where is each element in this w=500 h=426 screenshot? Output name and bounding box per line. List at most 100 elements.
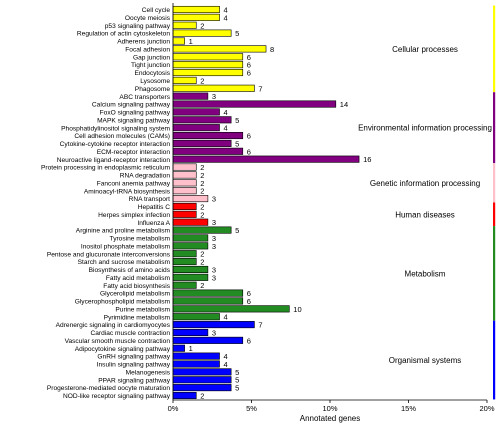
category-label-regulation-of-actin-cytoskeleton: Regulation of actin cytoskeleton [77, 31, 170, 38]
category-label-glycerophospholipid-metabolism: Glycerophospholipid metabolism [75, 299, 171, 306]
value-label-melanogenesis: 5 [235, 368, 239, 377]
group-strip-human-diseases [493, 202, 496, 227]
bar-arginine-and-proline-metabolism [172, 226, 232, 234]
bar-tyrosine-metabolism [172, 234, 209, 242]
x-tick-label-1: 5% [246, 404, 257, 413]
bar-foxo-signaling-pathway [172, 108, 220, 116]
category-label-arginine-and-proline-metabolism: Arginine and proline metabolism [76, 228, 171, 235]
x-tick-label-2: 10% [322, 404, 337, 413]
bar-gnrh-signaling-pathway [172, 352, 220, 360]
bar-rna-transport [172, 195, 209, 203]
bar-gap-junction [172, 53, 244, 61]
bar-tight-junction [172, 61, 244, 69]
value-label-adrenergic-signaling-in-cardiomyocytes: 7 [258, 321, 262, 330]
bar-purine-metabolism [172, 305, 290, 313]
group-strip-metabolism [493, 226, 496, 321]
bar-oocyte-meiosis [172, 13, 220, 21]
bar-biosynthesis-of-amino-acids [172, 265, 209, 273]
value-label-cell-cycle: 4 [224, 6, 228, 15]
category-label-cell-adhesion-molecules-cams: Cell adhesion molecules (CAMs) [74, 133, 170, 140]
bar-inositol-phosphate-metabolism [172, 242, 209, 250]
value-label-insulin-signaling-pathway: 4 [224, 360, 228, 369]
bar-glycerolipid-metabolism [172, 289, 244, 297]
category-label-nod-like-receptor-signaling-pathway: NOD-like receptor signaling pathway [63, 393, 171, 400]
category-label-tight-junction: Tight junction [131, 62, 170, 69]
category-label-abc-transporters: ABC transporters [119, 94, 170, 101]
category-label-mapk-signaling-pathway: MAPK signaling pathway [97, 117, 171, 124]
group-label-organismal-systems: Organismal systems [389, 356, 461, 365]
category-label-fanconi-anemia-pathway: Fanconi anemia pathway [97, 180, 171, 187]
value-label-abc-transporters: 3 [212, 92, 216, 101]
category-label-fatty-acid-metabolism: Fatty acid metabolism [106, 275, 171, 282]
group-color-strips [493, 5, 496, 400]
value-label-pyrimidine-metabolism: 4 [224, 313, 228, 322]
category-label-fatty-acid-biosynthesis: Fatty acid biosynthesis [103, 283, 170, 290]
bar-ppar-signaling-pathway [172, 376, 232, 384]
bar-fatty-acid-metabolism [172, 273, 209, 281]
category-label-protein-processing-in-endoplasmic-reticulum: Protein processing in endoplasmic reticu… [41, 165, 171, 172]
bar-vascular-smooth-muscle-contraction [172, 336, 244, 344]
bar-adrenergic-signaling-in-cardiomyocytes [172, 321, 255, 329]
bar-aminoacyl-trna-biosynthesis [172, 187, 197, 195]
category-label-calcium-signaling-pathway: Calcium signaling pathway [92, 102, 171, 109]
bar-melanogenesis [172, 368, 232, 376]
value-label-aminoacyl-trna-biosynthesis: 2 [200, 187, 204, 196]
group-strip-environmental-information-processing [493, 92, 496, 164]
category-label-phosphatidylinositol-signaling-system: Phosphatidylinositol signaling system [61, 125, 170, 132]
value-label-foxo-signaling-pathway: 4 [224, 108, 228, 117]
bar-p53-signaling-pathway [172, 21, 197, 29]
bar-phosphatidylinositol-signaling-system [172, 124, 220, 132]
category-label-pentose-and-glucuronate-interconversions: Pentose and glucuronate interconversions [47, 251, 171, 258]
bar-endocytosis [172, 68, 244, 77]
x-tick-label-0: 0% [168, 404, 179, 413]
category-label-glycerolipid-metabolism: Glycerolipid metabolism [100, 291, 170, 298]
category-label-lysosome: Lysosome [140, 78, 170, 85]
category-label-insulin-signaling-pathway: Insulin signaling pathway [97, 362, 171, 369]
value-label-p53-signaling-pathway: 2 [200, 21, 204, 30]
value-label-nod-like-receptor-signaling-pathway: 2 [200, 392, 204, 401]
bar-regulation-of-actin-cytoskeleton [172, 29, 232, 37]
category-label-oocyte-meiosis: Oocyte meiosis [125, 15, 171, 22]
value-label-arginine-and-proline-metabolism: 5 [235, 226, 239, 235]
group-label-metabolism: Metabolism [405, 269, 446, 278]
group-label-genetic-information-processing: Genetic information processing [370, 179, 480, 188]
group-label-cellular-processes: Cellular processes [392, 45, 458, 54]
value-label-focal-adhesion: 8 [270, 45, 274, 54]
category-label-p53-signaling-pathway: p53 signaling pathway [105, 23, 171, 30]
category-label-gap-junction: Gap junction [133, 54, 170, 61]
value-label-mapk-signaling-pathway: 5 [235, 116, 239, 125]
value-label-influenza-a: 3 [212, 218, 216, 227]
value-label-ecm-receptor-interaction: 6 [247, 147, 251, 156]
value-label-adipocytokine-signaling-pathway: 1 [189, 344, 193, 353]
bar-herpes-simplex-infection [172, 210, 197, 218]
bar-cell-cycle [172, 5, 220, 14]
group-label-human-diseases: Human diseases [395, 210, 455, 219]
value-label-gap-junction: 6 [247, 53, 251, 62]
value-label-tyrosine-metabolism: 3 [212, 234, 216, 243]
group-label-environmental-information-processing: Environmental information processing [358, 124, 492, 133]
value-label-rna-degradation: 2 [200, 171, 204, 180]
category-label-neuroactive-ligand-receptor-interaction: Neuroactive ligand-receptor interaction [57, 157, 171, 164]
category-label-purine-metabolism: Purine metabolism [115, 306, 170, 313]
bar-adherens-junction [172, 37, 185, 45]
value-label-lysosome: 2 [200, 76, 204, 85]
category-label-phagosome: Phagosome [135, 86, 171, 93]
value-label-inositol-phosphate-metabolism: 3 [212, 242, 216, 251]
bar-influenza-a [172, 218, 209, 226]
value-label-ppar-signaling-pathway: 5 [235, 376, 239, 385]
category-label-pyrimidine-metabolism: Pyrimidine metabolism [104, 314, 171, 321]
group-labels-layer: Cellular processes Environmental informat… [358, 45, 492, 365]
x-tick-label-4: 20% [479, 404, 494, 413]
category-label-herpes-simplex-infection: Herpes simplex infection [98, 212, 170, 219]
value-label-purine-metabolism: 10 [293, 305, 301, 314]
value-label-adherens-junction: 1 [189, 37, 193, 46]
value-label-regulation-of-actin-cytoskeleton: 5 [235, 29, 239, 38]
value-label-protein-processing-in-endoplasmic-reticulum: 2 [200, 163, 204, 172]
bar-hepatitis-c [172, 202, 197, 210]
category-label-ppar-signaling-pathway: PPAR signaling pathway [98, 377, 170, 384]
category-label-aminoacyl-trna-biosynthesis: Aminoacyl-tRNA biosynthesis [84, 188, 171, 195]
value-label-vascular-smooth-muscle-contraction: 6 [247, 336, 251, 345]
value-label-glycerolipid-metabolism: 6 [247, 289, 251, 298]
